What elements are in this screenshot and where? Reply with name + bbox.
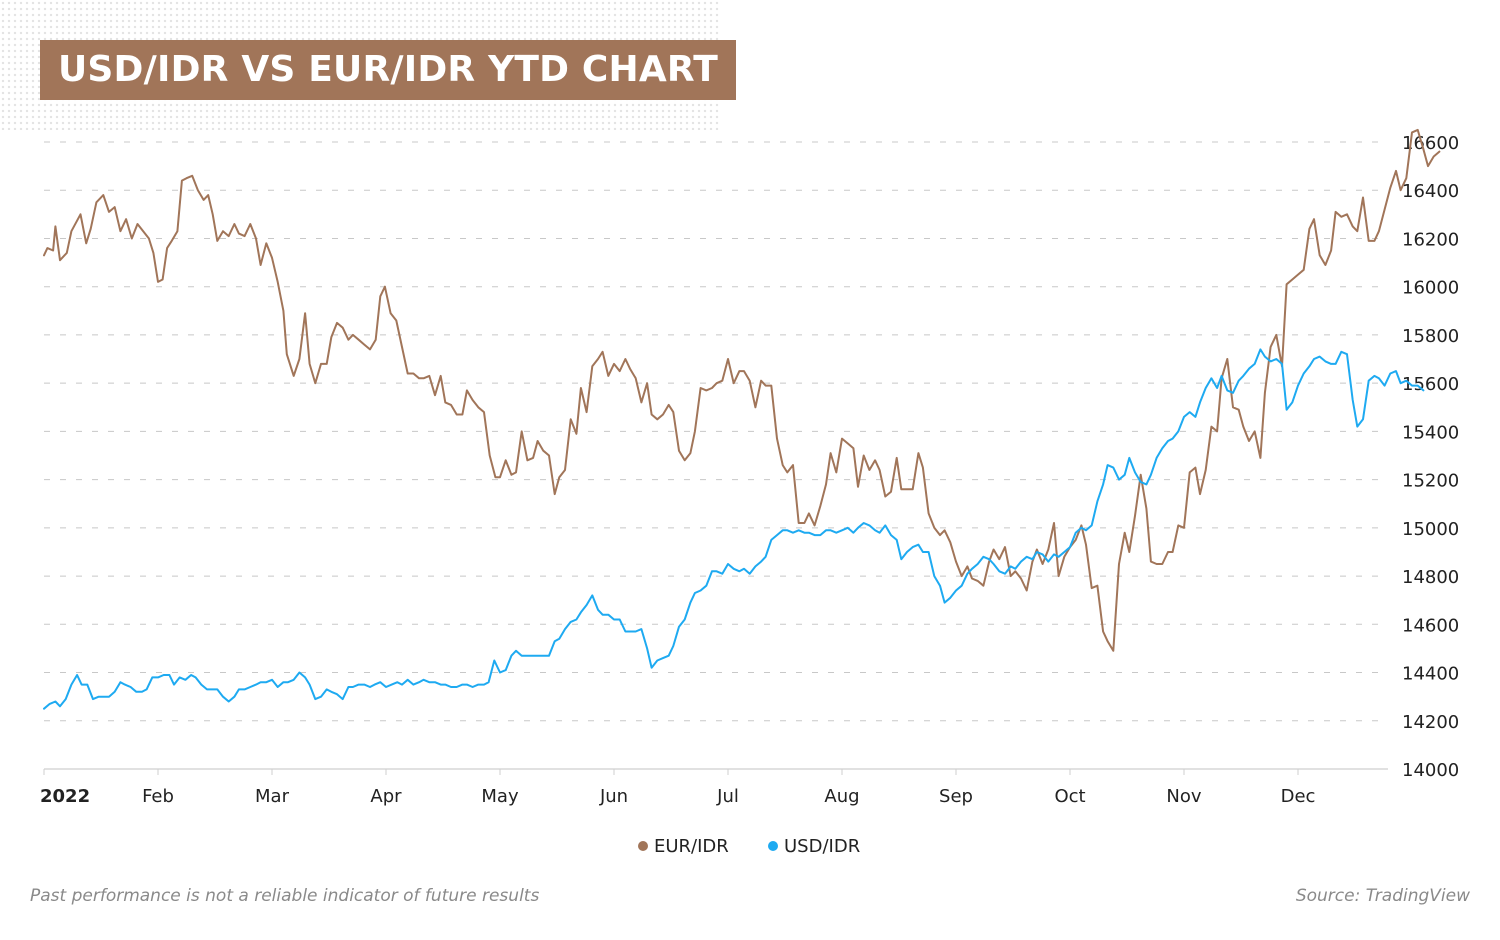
x-tick-label: Sep (939, 786, 973, 807)
x-tick-label: Mar (255, 786, 290, 807)
x-tick-label: Apr (370, 786, 402, 807)
y-tick-label: 14800 (1402, 567, 1459, 588)
legend: EUR/IDR USD/IDR (638, 836, 860, 857)
x-tick-label: Jun (599, 786, 628, 807)
y-tick-label: 15000 (1402, 519, 1459, 540)
x-tick-label: Feb (142, 786, 174, 807)
y-tick-label: 15200 (1402, 471, 1459, 492)
y-tick-label: 14000 (1402, 760, 1459, 781)
x-tick-label: Jul (716, 786, 739, 807)
x-tick-label: Dec (1281, 786, 1316, 807)
chart-title: USD/IDR VS EUR/IDR YTD CHART (40, 40, 736, 100)
y-axis-tick-labels: 16600 16400 16200 16000 15800 15600 15400 15200… (1402, 133, 1459, 781)
x-tick-label: May (481, 786, 519, 807)
y-tick-label: 14600 (1402, 615, 1459, 636)
x-axis-tick-labels: 2022 Feb Mar Apr May Jun Jul Aug Sep Oct Nov Dec (40, 769, 1315, 807)
legend-marker (768, 841, 778, 851)
y-tick-label: 14200 (1402, 712, 1459, 733)
legend-label: EUR/IDR (654, 836, 729, 857)
y-tick-label: 15800 (1402, 326, 1459, 347)
x-tick-label: Nov (1166, 786, 1201, 807)
x-tick-label: Aug (824, 786, 859, 807)
y-tick-label: 16400 (1402, 181, 1459, 202)
y-tick-label: 15400 (1402, 422, 1459, 443)
grid-lines (44, 141, 1388, 722)
series-line-usd-idr (43, 348, 1425, 710)
y-tick-label: 16600 (1402, 133, 1459, 154)
y-tick-label: 16000 (1402, 278, 1459, 299)
legend-label: USD/IDR (784, 836, 860, 857)
x-tick-label: Oct (1054, 786, 1085, 807)
y-tick-label: 16200 (1402, 229, 1459, 250)
disclaimer-text: Past performance is not a reliable indic… (30, 886, 540, 906)
series-line-eur-idr (43, 128, 1441, 652)
y-tick-label: 14400 (1402, 664, 1459, 685)
legend-marker (638, 841, 648, 851)
series-lines (43, 128, 1441, 710)
x-tick-label: 2022 (40, 786, 90, 807)
source-text: Source: TradingView (1295, 886, 1470, 906)
y-tick-label: 15600 (1402, 374, 1459, 395)
